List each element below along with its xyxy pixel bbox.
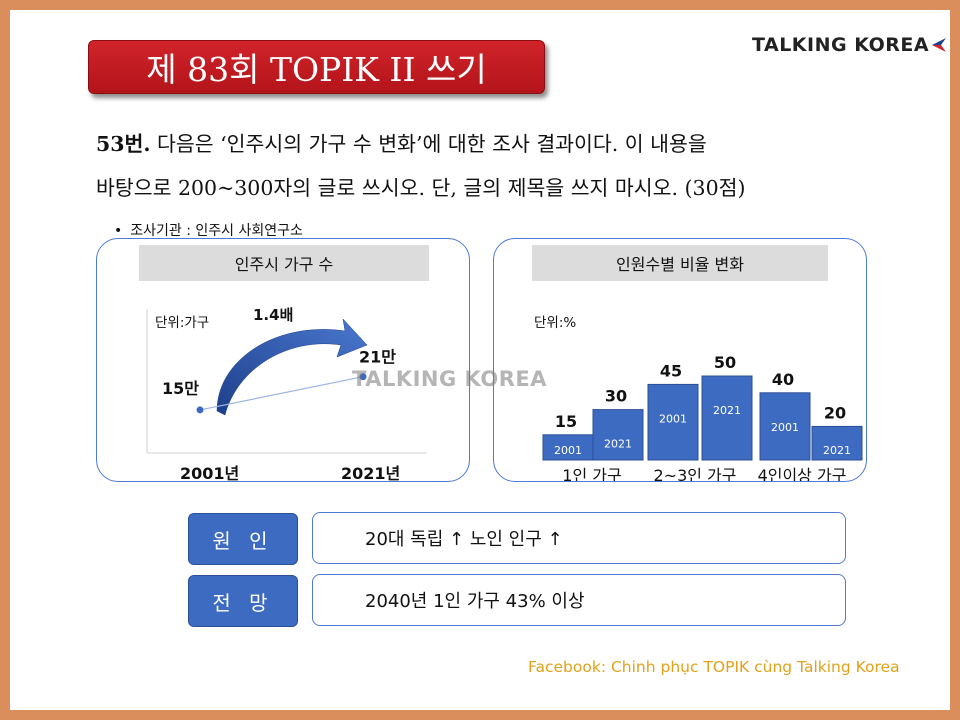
chart2-bar-4 — [759, 392, 811, 461]
bullet-icon: • — [114, 223, 123, 239]
chart2-bar-3 — [701, 375, 753, 461]
chart1-growth-arrow — [216, 318, 368, 416]
chart2-group-label-2: 4인이상 가구 — [758, 466, 847, 481]
chart2-bar-1 — [592, 409, 644, 461]
chart2-value-label-0: 15 — [555, 412, 577, 431]
chart2-bar-year-4: 2001 — [771, 421, 799, 434]
chart2-value-label-5: 20 — [824, 403, 846, 422]
chart2-bar-year-5: 2021 — [823, 444, 851, 457]
chart1-y-unit: 단위:가구 — [155, 315, 209, 331]
chart1-title: 인주시 가구 수 — [139, 245, 429, 281]
household-count-panel: 인주시 가구 수 단위:가구 1.4배 15만 2001년 21만 2021년 — [96, 238, 470, 482]
watermark: TALKING KOREA — [352, 367, 547, 391]
question-line-1-text: 다음은 ‘인주시의 가구 수 변화’에 대한 조사 결과이다. 이 내용을 — [150, 132, 707, 156]
cause-text: 20대 독립 ↑ 노인 인구 ↑ — [312, 512, 846, 564]
chart2-bar-5 — [811, 425, 863, 461]
chart1-series-line — [199, 376, 364, 411]
question-number: 53번. — [96, 132, 151, 156]
survey-source: • 조사기관 : 인주시 사회연구소 — [114, 220, 303, 240]
chart2-value-label-4: 40 — [772, 370, 794, 389]
watermark-text: TALKING KOREA — [352, 367, 547, 391]
chart2-group-label-1: 2~3인 가구 — [653, 466, 736, 481]
brand-text: TALKING KOREA — [752, 34, 930, 56]
survey-text: 조사기관 : 인주시 사회연구소 — [130, 223, 303, 239]
chart2-bar-year-1: 2021 — [604, 438, 632, 451]
question-text: 53번. 다음은 ‘인주시의 가구 수 변화’에 대한 조사 결과이다. 이 내… — [96, 122, 916, 210]
chart2-value-label-2: 45 — [660, 361, 682, 380]
chart2-group-label-0: 1인 가구 — [562, 466, 621, 481]
chart2-bar-year-2: 2001 — [659, 412, 687, 425]
chart2-y-unit: 단위:% — [534, 315, 576, 331]
chart2-bar-2 — [647, 383, 699, 461]
chart2-bar-year-0: 2001 — [554, 444, 582, 457]
question-line-2: 바탕으로 200~300자의 글로 쓰시오. 단, 글의 제목을 쓰지 마시오.… — [96, 176, 746, 200]
outlook-text: 2040년 1인 가구 43% 이상 — [312, 574, 846, 626]
page-title: 제 83회 TOPIK II 쓰기 — [146, 50, 487, 89]
household-count-chart: 단위:가구 1.4배 15만 2001년 21만 2021년 — [146, 306, 427, 481]
footer-facebook: Facebook: Chinh phục TOPIK cùng Talking … — [528, 658, 900, 676]
chart2-value-label-1: 30 — [605, 387, 627, 406]
chart1-category-label-0: 2001년 — [180, 464, 239, 481]
household-ratio-panel: 인원수별 비율 변화 단위:% 2001 15 2021 30 2001 45 2021 50… — [493, 238, 867, 482]
cause-label: 원 인 — [188, 513, 298, 565]
title-banner: 제 83회 TOPIK II 쓰기 — [88, 40, 545, 94]
question-line-1: 53번. 다음은 ‘인주시의 가구 수 변화’에 대한 조사 결과이다. 이 내… — [96, 122, 916, 166]
chart2-bar-0 — [542, 434, 594, 461]
brand-logo: TALKING KOREA — [752, 32, 948, 58]
chart1-category-label-1: 2021년 — [341, 464, 400, 481]
chart1-value-label-0: 15만 — [162, 379, 199, 398]
household-ratio-chart: 단위:% 2001 15 2021 30 2001 45 2021 50 2001 40 2021 2… — [534, 315, 863, 481]
chart1-point-0 — [196, 406, 204, 414]
chart2-bar-year-3: 2021 — [713, 404, 741, 417]
chart1-point-1 — [359, 373, 367, 381]
chart1-annotation: 1.4배 — [253, 306, 293, 324]
outlook-label: 전 망 — [188, 575, 298, 627]
chart2-value-label-3: 50 — [714, 353, 736, 372]
chart2-title: 인원수별 비율 변화 — [532, 245, 828, 281]
chart1-value-label-1: 21만 — [359, 348, 396, 367]
brand-arrow-icon — [932, 38, 947, 52]
